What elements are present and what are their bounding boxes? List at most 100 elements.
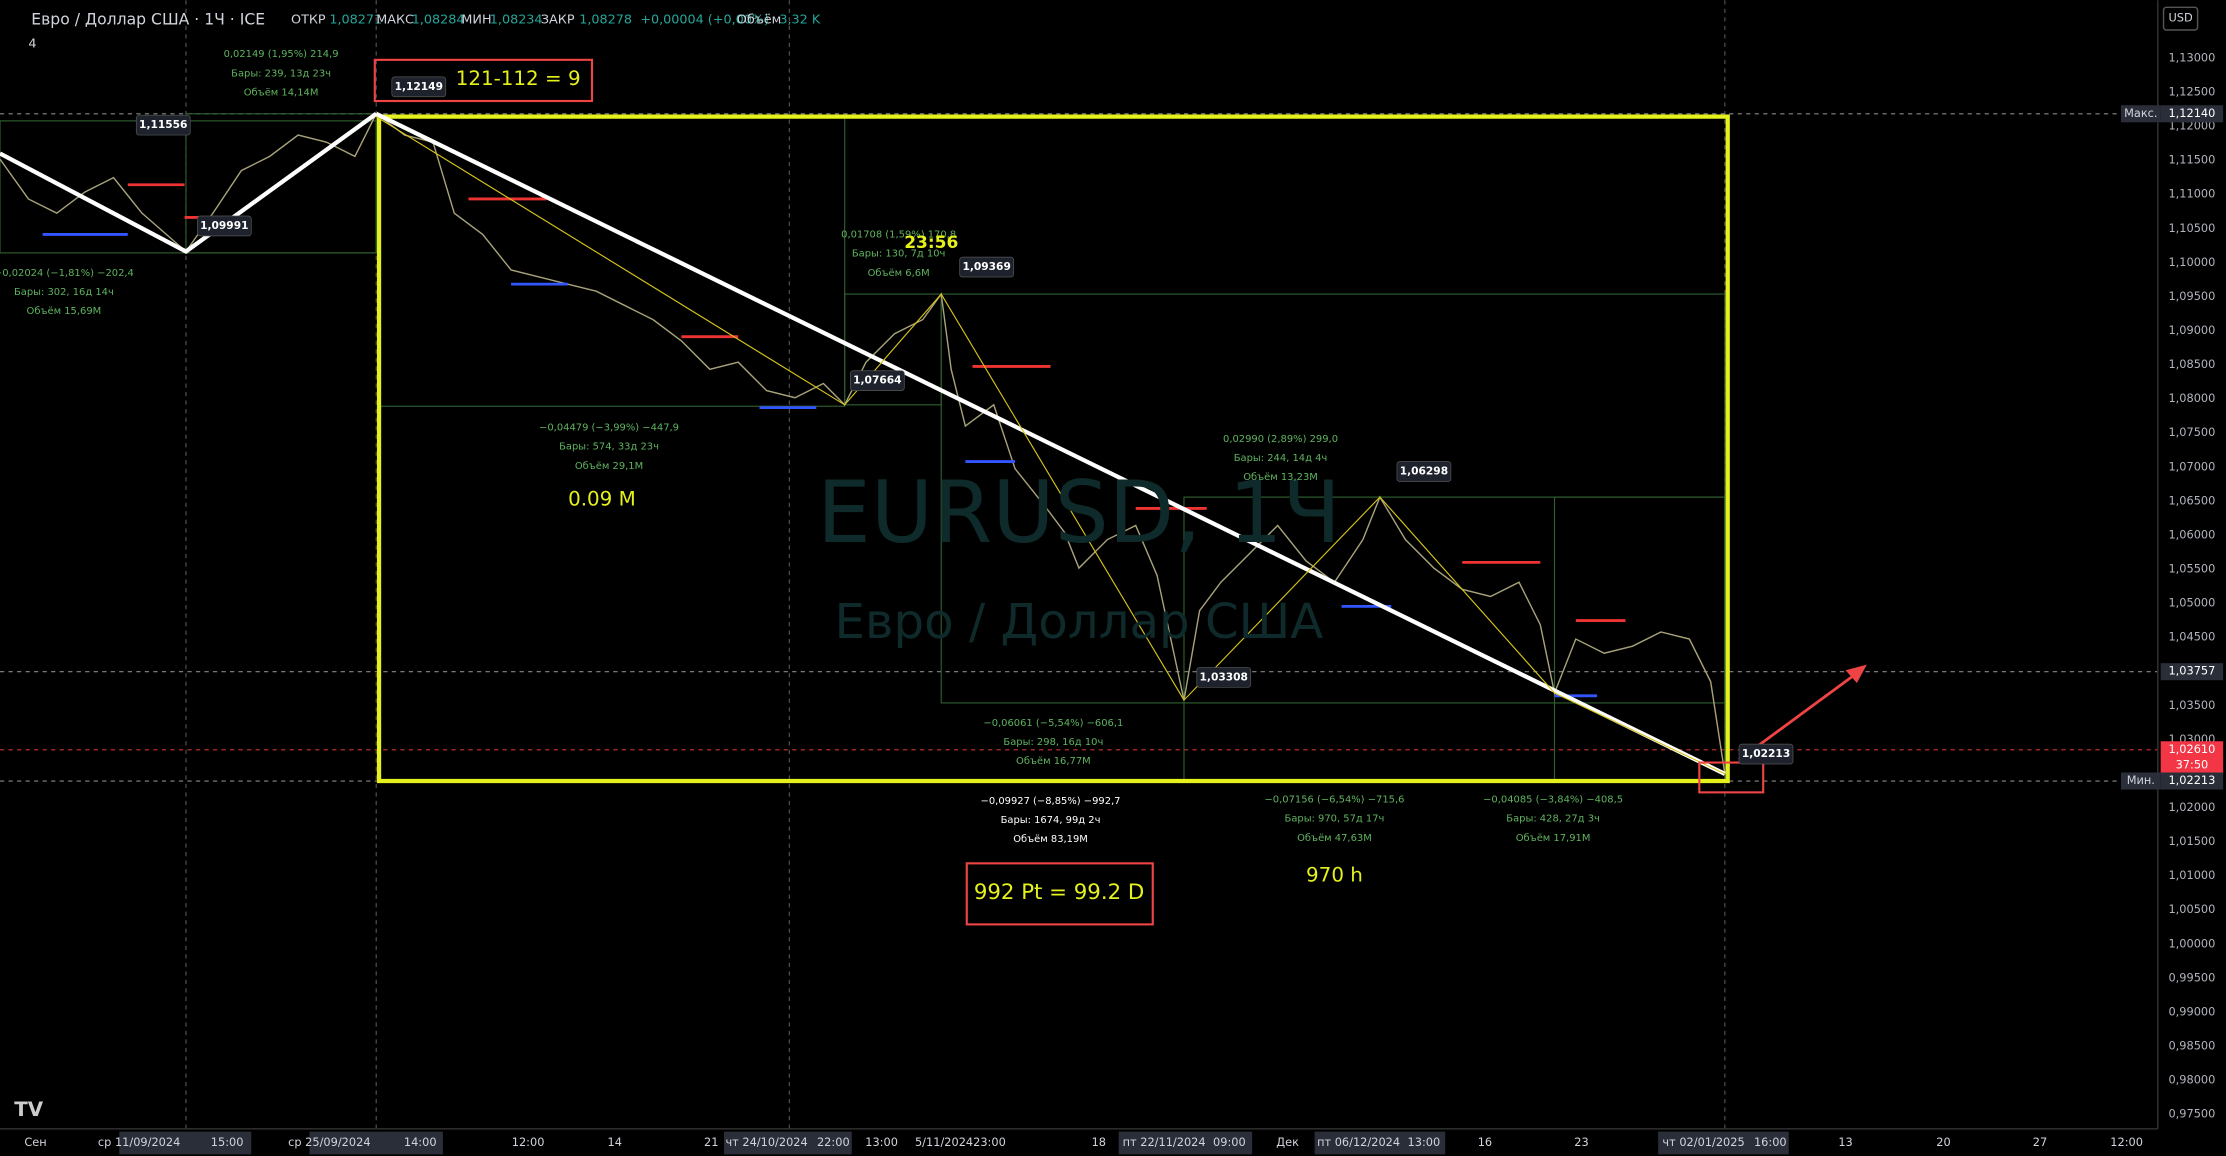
pivot-box bbox=[1396, 461, 1452, 482]
time-label: Сен bbox=[24, 1135, 46, 1149]
header-text: Евро / Доллар США · 1Ч · ICE bbox=[31, 11, 265, 29]
time-label: 23:00 bbox=[973, 1135, 1006, 1149]
price-badge bbox=[2160, 663, 2224, 681]
header-text: 1,08234 bbox=[490, 13, 543, 28]
measure-label: Объём 13,23M bbox=[1243, 472, 1318, 483]
price-label: 0,99000 bbox=[2168, 1004, 2215, 1018]
measure-label: −0,02024 (−1,81%) −202,4 bbox=[0, 268, 134, 279]
levels bbox=[42, 183, 1626, 698]
measure-label: Объём 17,91M bbox=[1516, 833, 1591, 844]
header-text: МИН bbox=[461, 13, 491, 28]
logo: TV bbox=[14, 1098, 44, 1121]
header-text: ЗАКР bbox=[541, 13, 575, 28]
price-label: 1,07500 bbox=[2168, 425, 2215, 439]
pivot-box bbox=[850, 370, 905, 391]
time-highlight bbox=[309, 1131, 443, 1155]
badge-text: 1,12140 bbox=[2168, 106, 2215, 120]
red-box bbox=[965, 862, 1154, 926]
time-label: 13:00 bbox=[1408, 1135, 1441, 1149]
measure-label: −0,09927 (−8,85%) −992,7 bbox=[981, 796, 1121, 807]
time-label: чт 24/10/2024 bbox=[725, 1135, 807, 1149]
time-label: 23 bbox=[1574, 1135, 1588, 1149]
price-badge bbox=[2160, 741, 2224, 759]
price-label: 0,97500 bbox=[2168, 1107, 2215, 1121]
price-axis-panel bbox=[2157, 0, 2226, 1156]
measure-label: Бары: 239, 13д 23ч bbox=[231, 68, 331, 79]
note: 0.09 M bbox=[568, 487, 636, 510]
zigzag bbox=[375, 116, 1726, 775]
measure-label: −0,04085 (−3,84%) −408,5 bbox=[1483, 794, 1623, 805]
time-label: 27 bbox=[2033, 1135, 2047, 1149]
time-highlight bbox=[1314, 1131, 1446, 1155]
pivot-label: 1,07664 bbox=[853, 374, 901, 387]
time-label: 16:00 bbox=[1754, 1135, 1787, 1149]
currency: USD bbox=[2168, 11, 2193, 25]
pivot-label: 1,02213 bbox=[1742, 747, 1790, 760]
watermark: EURUSD, 1Ч bbox=[817, 464, 1341, 563]
price-label: 1,12500 bbox=[2168, 84, 2215, 98]
pivot-box bbox=[1196, 667, 1252, 688]
measure-label: Бары: 1674, 99д 2ч bbox=[1001, 815, 1101, 826]
measure-label: 0,01708 (1,59%) 170,8 bbox=[841, 229, 956, 240]
header-text: 1,08278 bbox=[579, 13, 632, 28]
time-label: 16 bbox=[1478, 1135, 1492, 1149]
measure-label: Объём 6,6M bbox=[868, 268, 930, 279]
note: 121-112 = 9 bbox=[456, 67, 581, 90]
measure-label: Объём 15,69M bbox=[27, 306, 102, 317]
price-label: 1,06500 bbox=[2168, 493, 2215, 507]
price-badge bbox=[2120, 105, 2161, 123]
price-label: 0,98000 bbox=[2168, 1073, 2215, 1087]
badge-text: 1,02213 bbox=[2168, 773, 2215, 787]
price-label: 1,13000 bbox=[2168, 50, 2215, 64]
badge-text: 37:50 bbox=[2176, 757, 2209, 771]
time-label: 14 bbox=[607, 1135, 621, 1149]
red-box bbox=[1698, 761, 1765, 794]
measure-label: Объём 83,19M bbox=[1013, 834, 1088, 845]
measure-label: Объём 16,77M bbox=[1016, 756, 1091, 767]
header-text: 1,08271 bbox=[329, 13, 382, 28]
price-label: 1,00000 bbox=[2168, 936, 2215, 950]
price-label: 1,08000 bbox=[2168, 391, 2215, 405]
time-label: 5/11/2024 bbox=[915, 1135, 973, 1149]
currency-button bbox=[2162, 6, 2199, 31]
price-badge bbox=[2120, 772, 2161, 790]
measure-label: Бары: 970, 57д 17ч bbox=[1285, 814, 1385, 825]
pivot-label: 1,06298 bbox=[1400, 465, 1448, 478]
watermark: Евро / Доллар США bbox=[835, 594, 1324, 650]
pivot-label: 1,09369 bbox=[962, 260, 1010, 273]
pivot-box bbox=[196, 215, 252, 237]
price-label: 1,01000 bbox=[2168, 868, 2215, 882]
pivot-label: 1,12149 bbox=[395, 80, 443, 93]
measure-label: Бары: 428, 27д 3ч bbox=[1506, 814, 1600, 825]
price-label: 1,11000 bbox=[2168, 187, 2215, 201]
header-text: +0,00004 (+0,00%) bbox=[640, 13, 769, 28]
pivot-label: 1,03308 bbox=[1200, 670, 1248, 683]
time-label: чт 02/01/2025 bbox=[1662, 1135, 1744, 1149]
measure-box bbox=[185, 113, 377, 254]
note: 23:56 bbox=[904, 233, 958, 253]
price-label: 1,04500 bbox=[2168, 630, 2215, 644]
time-label: Дек bbox=[1276, 1135, 1299, 1149]
price-label: 1,07000 bbox=[2168, 459, 2215, 473]
header-text: 1,08284 bbox=[412, 13, 465, 28]
measure-label: Объём 14,14M bbox=[244, 87, 319, 98]
price-label: 1,06000 bbox=[2168, 527, 2215, 541]
red-box bbox=[373, 58, 594, 103]
note: 970 h bbox=[1306, 864, 1363, 887]
measure-label: 0,02990 (2,89%) 299,0 bbox=[1223, 434, 1338, 445]
time-label: 18 bbox=[1092, 1135, 1106, 1149]
price-badge bbox=[2160, 756, 2224, 774]
time-highlight bbox=[1658, 1131, 1789, 1155]
price-label: 1,01500 bbox=[2168, 834, 2215, 848]
price-label: 0,98500 bbox=[2168, 1038, 2215, 1052]
price-label: 1,08500 bbox=[2168, 357, 2215, 371]
header-text: 3,32 K bbox=[779, 13, 820, 28]
price-label: 1,10500 bbox=[2168, 221, 2215, 235]
pivot-label: 1,11556 bbox=[139, 118, 187, 131]
time-label: ср 11/09/2024 bbox=[98, 1135, 180, 1149]
price-badge bbox=[2160, 772, 2224, 790]
pivot-label: 1,09991 bbox=[200, 219, 248, 232]
